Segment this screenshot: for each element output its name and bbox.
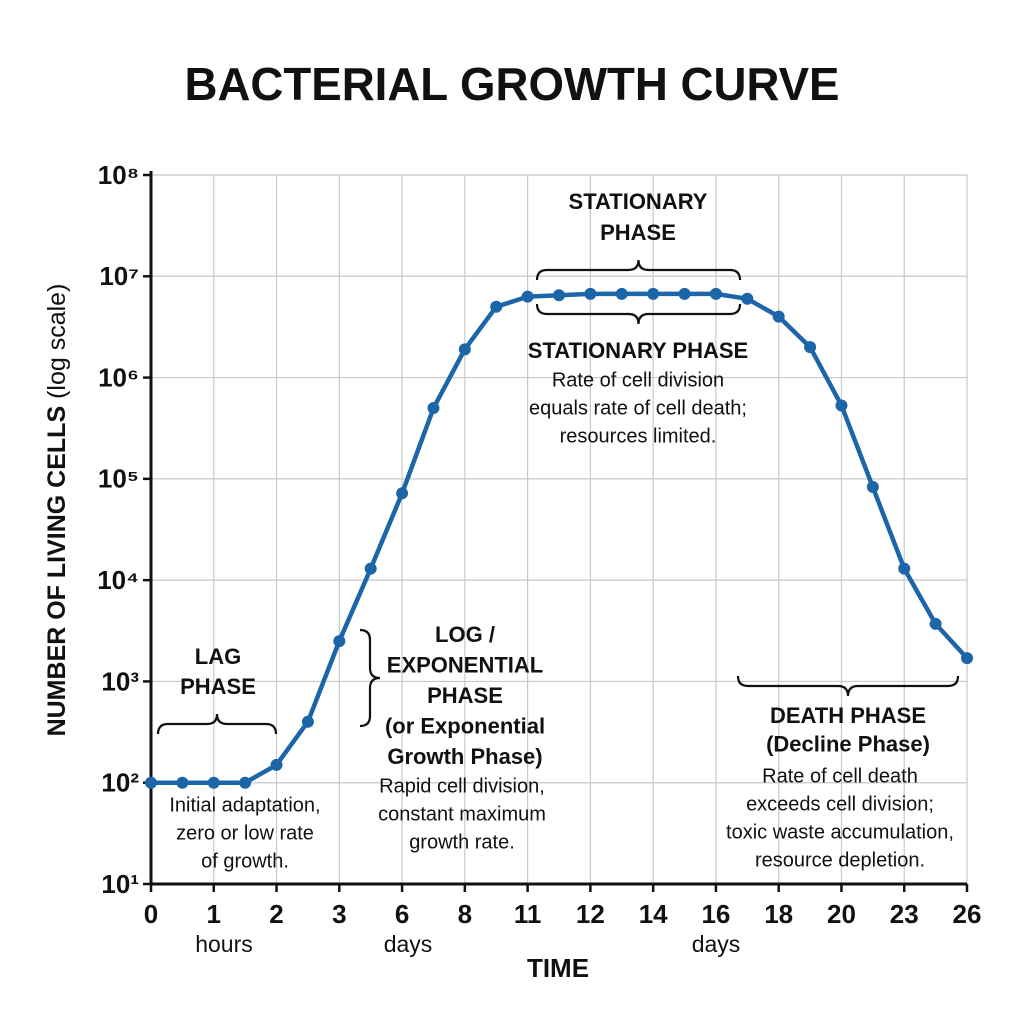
phase-heading: (Decline Phase) — [766, 731, 930, 756]
x-tick-label: 11 — [514, 899, 542, 929]
x-tick-label: 18 — [764, 899, 793, 929]
phase-description: resources limited. — [560, 425, 717, 447]
phase-heading: PHASE — [180, 674, 256, 699]
data-point — [709, 287, 722, 300]
x-unit-label: days — [384, 931, 433, 957]
phase-description: toxic waste accumulation, — [726, 821, 954, 843]
data-point — [301, 715, 314, 728]
brace — [359, 628, 381, 728]
y-tick-label: 10⁶ — [98, 362, 139, 392]
phase-description: Initial adaptation, — [169, 794, 320, 816]
data-point — [741, 292, 754, 305]
data-point — [898, 562, 911, 575]
data-point — [239, 776, 252, 789]
phase-heading: DEATH PHASE — [770, 703, 926, 728]
brace — [535, 259, 742, 281]
data-point — [458, 343, 471, 356]
phase-description: of growth. — [201, 850, 289, 872]
data-point — [929, 617, 942, 630]
x-tick-label: 8 — [458, 899, 472, 929]
x-tick-label: 14 — [639, 899, 668, 929]
x-tick-label: 23 — [890, 899, 919, 929]
data-point — [207, 776, 220, 789]
x-tick-label: 6 — [395, 899, 409, 929]
phase-heading: Growth Phase) — [387, 744, 542, 769]
x-tick-label: 12 — [576, 899, 605, 929]
y-tick-label: 10⁴ — [97, 565, 139, 595]
phase-heading: STATIONARY — [569, 189, 708, 214]
data-point — [396, 487, 409, 500]
phase-heading: LOG / — [435, 622, 495, 647]
phase-heading: PHASE — [427, 683, 503, 708]
data-point — [364, 562, 377, 575]
brace — [736, 675, 960, 697]
y-axis-label: NUMBER OF LIVING CELLS (log scale) — [43, 284, 71, 737]
data-point — [615, 287, 628, 300]
data-point — [490, 300, 503, 313]
phase-description: Rate of cell death — [762, 765, 918, 787]
data-point — [145, 776, 157, 789]
phase-description: equals rate of cell death; — [529, 397, 747, 419]
phase-description: growth rate. — [409, 831, 515, 853]
x-tick-label: 1 — [207, 899, 221, 929]
data-point — [584, 287, 597, 300]
x-tick-label: 16 — [701, 899, 730, 929]
data-point — [804, 341, 817, 354]
phase-heading: STATIONARY PHASE — [528, 338, 748, 363]
x-tick-label: 2 — [269, 899, 283, 929]
x-tick-label: 20 — [827, 899, 856, 929]
data-point — [427, 402, 440, 415]
data-point — [333, 635, 346, 648]
y-tick-label: 10⁷ — [99, 261, 139, 291]
phase-description: resource depletion. — [755, 849, 925, 871]
y-axis-note: (log scale) — [43, 284, 71, 399]
phase-description: exceeds cell division; — [746, 793, 934, 815]
y-tick-label: 10⁸ — [98, 160, 139, 190]
phase-description: Rate of cell division — [552, 369, 724, 391]
phase-description: Rapid cell division, — [379, 775, 545, 797]
y-tick-label: 10³ — [101, 666, 139, 696]
x-unit-label: hours — [195, 931, 253, 957]
phase-heading: EXPONENTIAL — [387, 652, 543, 677]
data-point — [176, 776, 189, 789]
data-point — [678, 287, 691, 300]
data-point — [772, 310, 785, 323]
data-point — [961, 652, 973, 665]
data-point — [553, 289, 565, 302]
phase-description: zero or low rate — [176, 822, 314, 844]
chart-title: BACTERIAL GROWTH CURVE — [185, 58, 840, 110]
phase-heading: (or Exponential — [385, 713, 545, 738]
y-axis-title: NUMBER OF LIVING CELLS — [43, 406, 71, 737]
data-point — [521, 290, 534, 303]
x-tick-label: 26 — [953, 899, 982, 929]
phase-heading: PHASE — [600, 220, 676, 245]
x-axis-label: TIME — [527, 953, 589, 983]
x-tick-label: 0 — [144, 899, 158, 929]
x-tick-label: 3 — [332, 899, 346, 929]
phase-heading: LAG — [195, 644, 241, 669]
data-point — [866, 481, 879, 494]
y-tick-label: 10² — [101, 768, 139, 798]
data-point — [647, 287, 660, 300]
y-tick-label: 10¹ — [101, 869, 139, 899]
data-point — [270, 758, 283, 771]
y-tick-label: 10⁵ — [98, 464, 139, 494]
brace — [535, 303, 742, 325]
brace — [156, 713, 278, 735]
data-point — [835, 399, 848, 412]
x-unit-label: days — [692, 931, 741, 957]
phase-description: constant maximum — [378, 803, 546, 825]
